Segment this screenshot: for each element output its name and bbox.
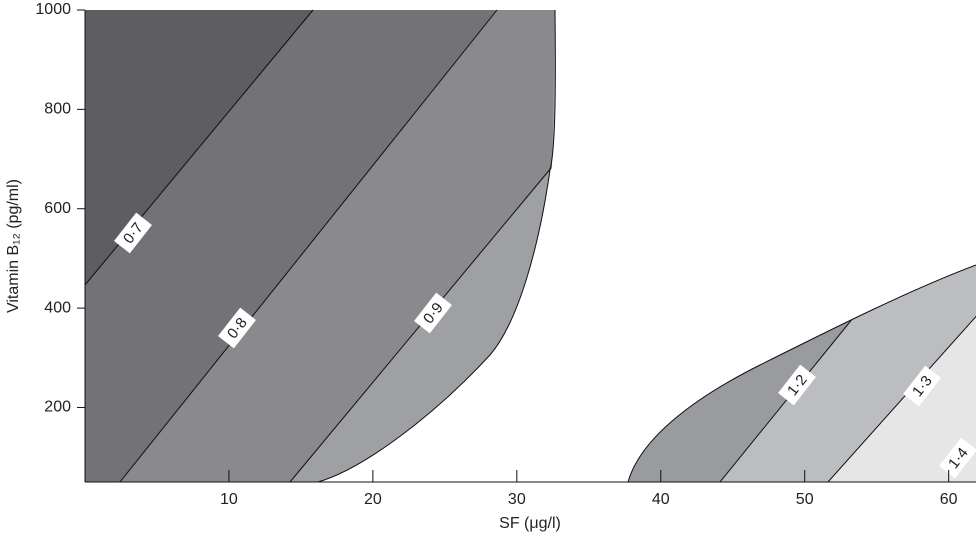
x-tick-label: 50 [796,491,814,508]
y-tick-label: 1000 [35,1,71,18]
x-tick-label: 10 [220,491,238,508]
right-region [628,265,976,482]
x-tick-label: 20 [364,491,382,508]
y-tick-label: 800 [44,101,71,118]
x-tick-label: 30 [508,491,526,508]
y-axis-label: Vitamin B₁₂ (pg/ml) [5,179,22,313]
x-tick-label: 60 [940,491,958,508]
y-tick-label: 400 [44,299,71,316]
contour-line [827,311,976,482]
contour-line [119,9,498,483]
y-tick-label: 600 [44,200,71,217]
x-tick-label: 40 [652,491,670,508]
boundary [317,9,556,483]
boundary [627,264,976,483]
y-tick-label: 200 [44,399,71,416]
x-axis-label: SF (μg/l) [499,515,561,532]
